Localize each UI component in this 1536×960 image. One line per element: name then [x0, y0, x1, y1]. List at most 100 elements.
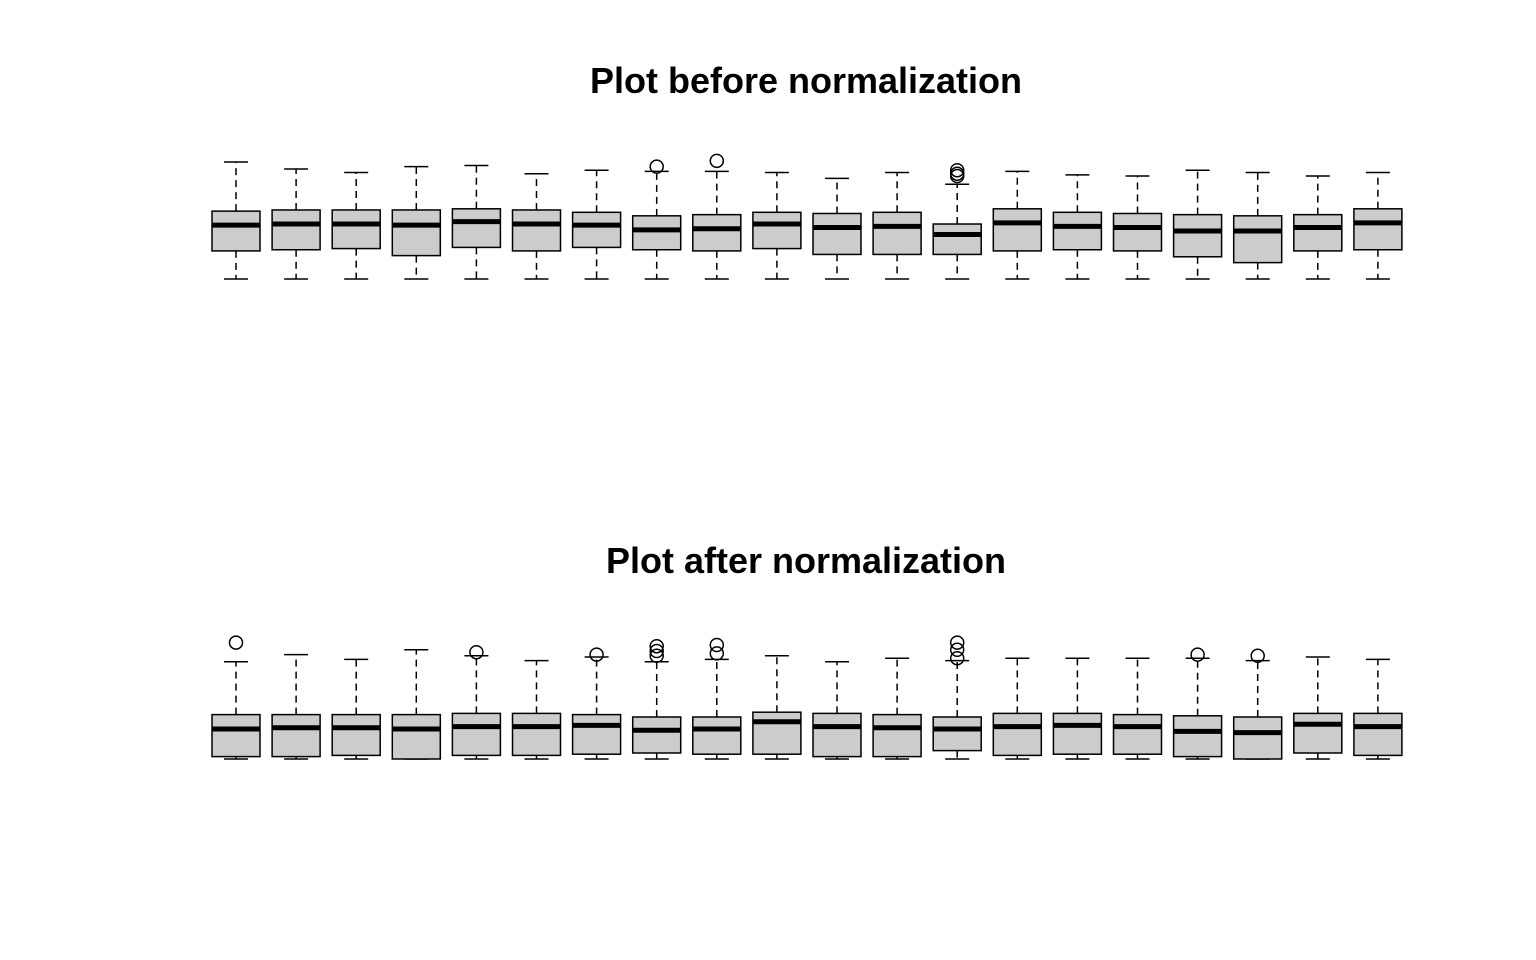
box-group [391, 165, 442, 280]
box-group [692, 153, 742, 280]
iqr-box [1232, 716, 1283, 760]
iqr-box [812, 712, 862, 758]
iqr-box [271, 209, 321, 251]
box-group [391, 649, 442, 760]
outlier-point [949, 650, 965, 666]
outlier-point [709, 153, 725, 169]
box-group [1052, 657, 1103, 760]
box-group [872, 171, 922, 280]
iqr-box [872, 713, 922, 758]
box-group [1232, 648, 1283, 760]
box-group [932, 162, 982, 280]
outlier-point [1250, 648, 1265, 664]
iqr-box [331, 713, 381, 757]
box-group [571, 169, 622, 280]
box-group [511, 172, 562, 280]
box-group [211, 161, 261, 280]
iqr-box [1112, 212, 1163, 252]
iqr-box [511, 712, 562, 757]
iqr-box [1112, 713, 1163, 755]
iqr-box [631, 215, 682, 251]
box-group [511, 659, 562, 760]
iqr-box [1293, 712, 1343, 754]
box-group [812, 177, 862, 280]
outlier-point [228, 635, 244, 650]
iqr-box [692, 213, 742, 252]
iqr-box [812, 212, 862, 256]
box-group [451, 644, 502, 760]
box-group [1232, 171, 1283, 280]
box-group [631, 638, 682, 760]
box-group [932, 635, 982, 760]
iqr-box [1172, 715, 1223, 758]
box-group [692, 637, 742, 760]
box-group [631, 159, 682, 280]
box-group [211, 635, 261, 760]
iqr-box [752, 211, 802, 250]
box-group [1172, 169, 1223, 280]
outlier-point [649, 648, 664, 664]
iqr-box [1293, 213, 1343, 252]
chart-title-after: Plot after normalization [606, 540, 1006, 581]
iqr-box [1052, 211, 1103, 251]
outlier-point [949, 162, 965, 178]
iqr-box [571, 211, 622, 249]
box-group [812, 661, 862, 760]
iqr-box [1232, 215, 1283, 264]
outlier-point [649, 159, 664, 174]
box-group [1353, 658, 1403, 760]
iqr-box [872, 211, 922, 256]
outlier-point [949, 642, 965, 658]
outlier-point [1190, 647, 1205, 662]
box-group [1293, 656, 1343, 760]
outlier-point [649, 643, 664, 659]
box-group [1112, 657, 1163, 760]
box-group [1112, 175, 1163, 280]
box-group [571, 647, 622, 760]
iqr-box [391, 209, 442, 257]
iqr-box [511, 209, 562, 252]
iqr-box [752, 711, 802, 755]
iqr-box [211, 713, 261, 758]
box-group [752, 655, 802, 760]
box-group [752, 171, 802, 280]
iqr-box [1353, 208, 1403, 251]
iqr-box [451, 208, 502, 249]
box-group [992, 657, 1043, 760]
iqr-box [932, 716, 982, 752]
iqr-box [932, 223, 982, 256]
iqr-box [631, 716, 682, 754]
chart-title-before: Plot before normalization [590, 60, 1022, 101]
iqr-box [992, 208, 1043, 252]
iqr-box [1353, 712, 1403, 757]
iqr-box [451, 712, 502, 757]
outlier-point [709, 646, 725, 661]
box-group [331, 171, 381, 280]
box-group [271, 653, 321, 760]
outlier-point [709, 637, 725, 653]
outlier-point [589, 647, 604, 662]
iqr-box [331, 209, 381, 250]
box-group [271, 168, 321, 280]
outlier-point [469, 644, 484, 660]
box-group [331, 658, 381, 760]
iqr-box [1052, 712, 1103, 755]
box-group [872, 657, 922, 760]
box-group [1052, 174, 1103, 280]
boxplot-panel-before [211, 153, 1403, 280]
outlier-point [949, 635, 965, 650]
iqr-box [271, 713, 321, 758]
iqr-box [692, 716, 742, 755]
box-group [451, 164, 502, 280]
box-group [1353, 171, 1403, 280]
outlier-point [649, 638, 664, 654]
iqr-box [992, 712, 1043, 757]
box-group [1172, 647, 1223, 760]
iqr-box [571, 713, 622, 755]
iqr-box [211, 210, 261, 252]
box-group [992, 170, 1043, 280]
boxplot-panel-after [211, 635, 1403, 760]
iqr-box [1172, 213, 1223, 258]
iqr-box [391, 713, 442, 760]
